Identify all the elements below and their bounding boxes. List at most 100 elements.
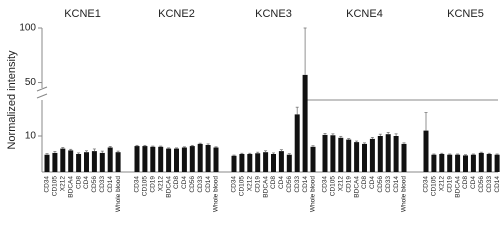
- bar: [231, 155, 237, 172]
- bar: [294, 114, 300, 172]
- x-tick-label: BDCA4: [353, 176, 360, 198]
- bar: [455, 154, 461, 172]
- bar: [181, 147, 187, 172]
- x-tick-label: X212: [60, 176, 67, 192]
- x-tick-label: Whole blood: [115, 176, 122, 213]
- x-tick-label: CD105: [142, 176, 149, 197]
- bar: [369, 138, 375, 172]
- bar: [84, 152, 89, 172]
- x-tick-label: CD14: [107, 176, 114, 193]
- x-tick-label: CD34: [231, 176, 238, 193]
- x-tick-label: X212: [338, 176, 345, 192]
- axis-break: [36, 86, 48, 92]
- x-tick-label: CD56: [189, 176, 196, 193]
- x-tick-label: CD33: [197, 176, 204, 193]
- x-tick-label: BDCA4: [262, 176, 269, 198]
- bar: [377, 136, 383, 172]
- x-tick-label: CD33: [294, 176, 301, 193]
- x-tick-label: CD8: [75, 176, 82, 189]
- bar: [278, 151, 284, 172]
- bar: [322, 134, 328, 172]
- bar: [205, 145, 211, 172]
- bar: [142, 146, 148, 172]
- panel-title: KCNE4: [346, 8, 383, 20]
- bar: [213, 147, 219, 172]
- bar: [239, 154, 245, 172]
- x-tick-label: BDCA4: [67, 176, 74, 198]
- x-tick-label: CD34: [423, 176, 430, 193]
- x-tick-label: CD4: [181, 176, 188, 189]
- bar: [362, 143, 367, 172]
- x-tick-label: CD34: [44, 176, 51, 193]
- x-tick-label: CD56: [91, 176, 98, 193]
- x-tick-label: CD19: [254, 176, 261, 193]
- bar: [60, 148, 66, 172]
- x-tick-label: CD8: [173, 176, 180, 189]
- panel-title: KCNE1: [64, 8, 101, 20]
- bar: [255, 153, 261, 172]
- bar: [150, 146, 156, 172]
- y-tick-label: 10: [25, 131, 37, 142]
- bar: [52, 152, 58, 172]
- panel-title: KCNE3: [255, 8, 292, 20]
- bar: [115, 152, 121, 172]
- x-tick-label: CD105: [52, 176, 59, 197]
- x-tick-label: CD105: [239, 176, 246, 197]
- bar: [470, 154, 476, 172]
- x-tick-label: CD4: [369, 176, 376, 189]
- x-tick-label: Whole blood: [401, 176, 408, 213]
- bar: [338, 137, 344, 172]
- x-tick-label: CD8: [462, 176, 469, 189]
- x-tick-label: CD33: [385, 176, 392, 193]
- bar: [401, 143, 407, 172]
- bar: [447, 154, 453, 172]
- x-tick-label: CD105: [431, 176, 438, 197]
- bar: [494, 154, 500, 172]
- x-tick-label: BDCA4: [454, 176, 461, 198]
- bar: [197, 143, 203, 172]
- bar: [431, 154, 437, 172]
- x-tick-label: CD33: [486, 176, 493, 193]
- x-tick-label: CD105: [330, 176, 337, 197]
- x-tick-label: CD4: [278, 176, 285, 189]
- panel-title: KCNE2: [158, 8, 195, 20]
- bar: [91, 151, 97, 172]
- bar: [107, 147, 113, 172]
- x-tick-label: CD56: [478, 176, 485, 193]
- x-tick-label: X212: [439, 176, 446, 192]
- x-tick-label: BDCA4: [165, 176, 172, 198]
- bar: [463, 155, 468, 172]
- x-tick-label: CD14: [494, 176, 500, 193]
- bar: [166, 148, 172, 172]
- x-tick-label: CD33: [99, 176, 106, 193]
- x-tick-label: CD34: [134, 176, 141, 193]
- bar: [271, 154, 276, 172]
- bar: [174, 148, 179, 172]
- y-tick-label: 100: [19, 23, 36, 34]
- x-tick-label: CD19: [446, 176, 453, 193]
- bar: [76, 154, 82, 172]
- bar: [158, 146, 164, 172]
- bar: [393, 136, 399, 172]
- bar: [68, 150, 74, 172]
- x-tick-label: CD19: [345, 176, 352, 193]
- x-tick-label: CD14: [205, 176, 212, 193]
- bar: [134, 146, 140, 172]
- bar: [99, 152, 105, 172]
- x-tick-label: CD4: [470, 176, 477, 189]
- x-tick-label: CD34: [322, 176, 329, 193]
- bar: [302, 74, 308, 172]
- bar: [439, 154, 445, 172]
- bar: [385, 134, 391, 172]
- x-tick-label: X212: [247, 176, 254, 192]
- x-tick-label: CD56: [377, 176, 384, 193]
- x-tick-label: CD8: [270, 176, 277, 189]
- bar: [310, 146, 316, 172]
- bar: [263, 152, 269, 172]
- panel-title: KCNE5: [447, 8, 484, 20]
- bar: [286, 154, 292, 172]
- x-tick-label: CD56: [286, 176, 293, 193]
- bar: [423, 130, 429, 172]
- bar: [247, 154, 253, 172]
